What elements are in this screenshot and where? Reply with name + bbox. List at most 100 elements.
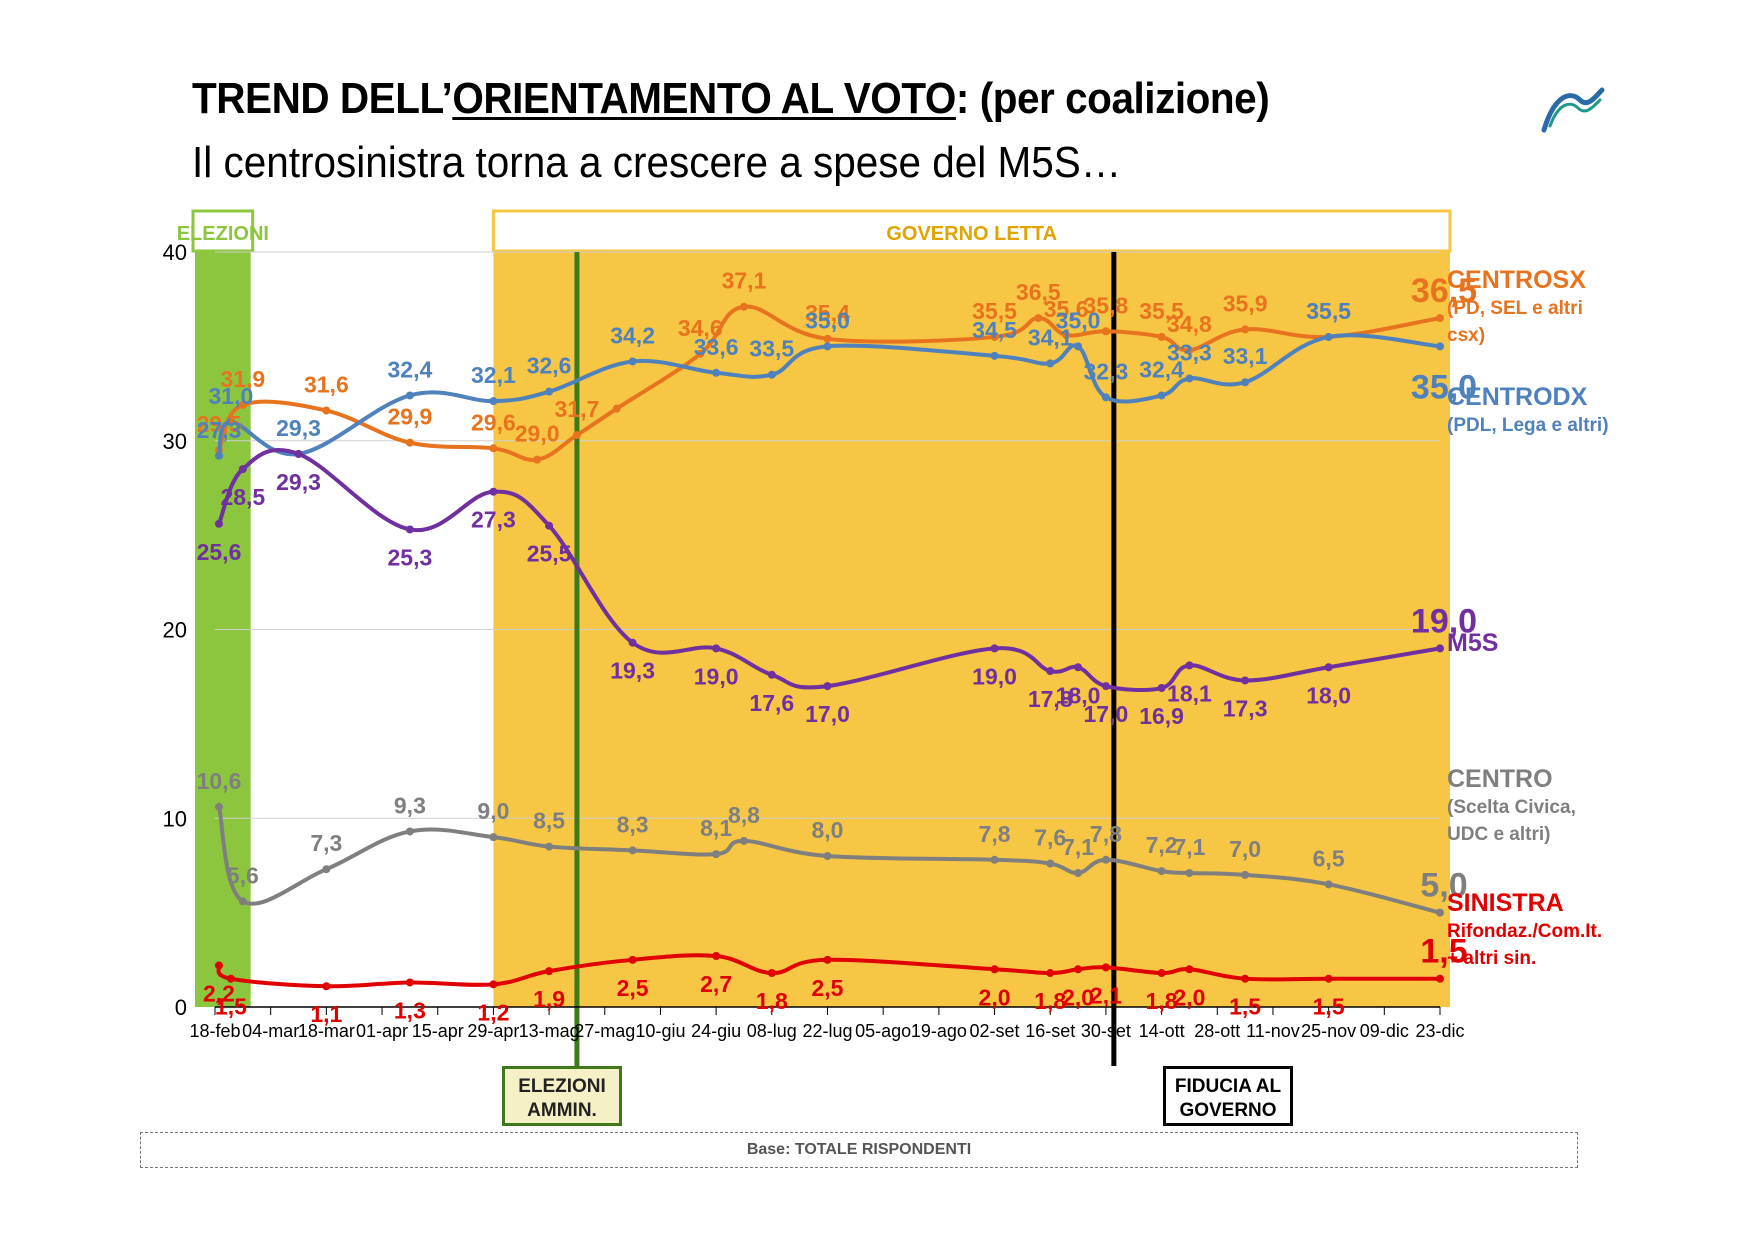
data-point [1185, 965, 1194, 974]
y-tick-label: 10 [163, 806, 187, 831]
legend-subtitle: csx) [1447, 325, 1486, 346]
legend-name: CENTRODX [1447, 383, 1588, 411]
x-tick-label: 24-giu [691, 1021, 741, 1041]
y-tick-label: 0 [175, 995, 187, 1020]
data-point [696, 349, 705, 358]
x-tick-label: 02-set [970, 1021, 1020, 1041]
legend-subtitle: UDC e altri) [1447, 824, 1551, 845]
data-label: 31,9 [220, 366, 265, 392]
data-point [489, 487, 498, 496]
data-label: 2,5 [617, 975, 649, 1001]
data-point [712, 644, 721, 653]
data-label: 17,6 [749, 690, 794, 716]
data-label: 34,6 [678, 315, 723, 341]
title-part-3: : (per coalizione) [955, 74, 1270, 123]
data-point [823, 334, 832, 343]
data-label: 32,3 [1084, 358, 1129, 384]
data-point [823, 682, 832, 691]
data-point [1157, 391, 1166, 400]
data-point [767, 370, 776, 379]
data-label: 8,5 [533, 808, 565, 834]
data-point [712, 850, 721, 859]
data-label: 1,8 [1146, 988, 1178, 1014]
data-label: 9,0 [477, 798, 509, 824]
x-tick-label: 22-lug [802, 1021, 852, 1041]
data-label: 35,0 [805, 307, 850, 333]
x-tick-label: 14-ott [1139, 1021, 1185, 1041]
data-label: 1,5 [1313, 994, 1345, 1020]
data-point [1185, 374, 1194, 383]
last-value-label: 35,0 [1411, 368, 1477, 406]
data-point [1324, 974, 1333, 983]
data-point [1157, 332, 1166, 341]
data-point [712, 952, 721, 961]
data-label: 25,5 [527, 541, 572, 567]
data-label: 35,5 [1306, 298, 1351, 324]
data-point [1074, 342, 1083, 351]
data-point [572, 431, 581, 440]
data-label: 17,3 [1223, 695, 1268, 721]
data-point [1436, 974, 1444, 983]
data-label: 2,5 [812, 975, 844, 1001]
data-label: 7,3 [310, 830, 342, 856]
data-label: 5,6 [227, 862, 259, 888]
legend-centro: CENTRO (Scelta Civica, UDC e altri) [1447, 765, 1576, 848]
data-point [489, 444, 498, 453]
wave-logo-icon [1541, 87, 1605, 133]
data-label: 34,1 [1028, 324, 1073, 350]
data-point [628, 638, 637, 647]
data-point [1241, 974, 1250, 983]
data-point [489, 980, 498, 989]
title-part-1: TREND DELL’ [192, 74, 453, 123]
data-label: 34,2 [610, 322, 655, 348]
data-label: 19,0 [694, 663, 739, 689]
data-label: 31,6 [304, 372, 349, 398]
data-label: 17,8 [1028, 686, 1073, 712]
data-label: 29,9 [388, 404, 433, 430]
x-tick-label: 30-set [1081, 1021, 1131, 1041]
last-value-label: 36,5 [1411, 272, 1477, 310]
data-point [405, 391, 414, 400]
data-point [628, 955, 637, 964]
data-point [1074, 663, 1083, 672]
data-label: 2,0 [1173, 984, 1205, 1010]
data-point [238, 400, 247, 409]
data-point [1436, 644, 1444, 653]
data-point [1241, 676, 1250, 685]
data-point [405, 525, 414, 534]
x-tick-label: 04-mar [242, 1021, 299, 1041]
legend-name: SINISTRA [1447, 889, 1564, 917]
data-point [1157, 684, 1166, 693]
data-point [739, 302, 748, 311]
data-label: 9,3 [394, 792, 426, 818]
page-title: TREND DELL’ORIENTAMENTO AL VOTO: (per co… [192, 74, 1270, 124]
data-label: 7,2 [1146, 832, 1178, 858]
data-point [1436, 908, 1444, 917]
data-label: 7,1 [1062, 834, 1094, 860]
data-label: 1,1 [310, 1001, 342, 1027]
data-label: 31,0 [209, 383, 254, 409]
data-point [1101, 393, 1110, 402]
data-point [226, 417, 235, 426]
data-point [545, 842, 554, 851]
x-tick-label: 27-mag [574, 1021, 635, 1041]
legend-name: CENTROSX [1447, 266, 1586, 294]
data-point [990, 965, 999, 974]
data-point [1074, 868, 1083, 877]
data-label: 37,1 [722, 268, 767, 294]
data-point [1436, 342, 1444, 351]
data-point [1185, 868, 1194, 877]
x-tick-label: 18-feb [189, 1021, 240, 1041]
data-label: 1,9 [533, 986, 565, 1012]
x-tick-label: 08-lug [747, 1021, 797, 1041]
x-tick-label: 01-apr [356, 1021, 408, 1041]
x-tick-label: 28-ott [1194, 1021, 1240, 1041]
data-point [1185, 661, 1194, 670]
x-tick-label: 11-nov [1246, 1021, 1300, 1041]
data-point [990, 855, 999, 864]
data-point [823, 955, 832, 964]
data-point [545, 387, 554, 396]
data-point [1157, 867, 1166, 876]
band-header-0 [191, 209, 255, 253]
data-point [214, 451, 223, 460]
